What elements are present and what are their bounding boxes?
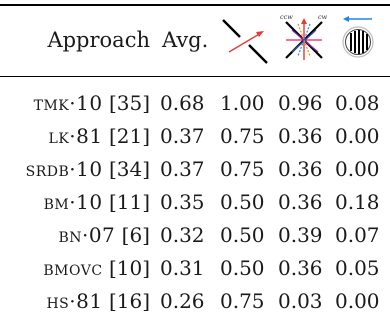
score-value: 0.00 (335, 289, 380, 313)
table-row: hs·81 [16] 0.26 0.75 0.03 0.00 (0, 289, 390, 322)
avg-value: 0.26 (160, 289, 205, 313)
header-rule (0, 76, 390, 78)
table-row: srdb·10 [34] 0.37 0.75 0.36 0.00 (0, 157, 390, 190)
table-row: bn·07 [6] 0.32 0.50 0.39 0.07 (0, 223, 390, 256)
score-value: 0.75 (220, 124, 265, 148)
ccw-label: ccw (280, 13, 293, 21)
score-value: 0.00 (335, 157, 380, 181)
score-value: 0.96 (278, 91, 323, 115)
method-name: hs·81 (46, 289, 103, 313)
table-row: tmk·10 [35] 0.68 1.00 0.96 0.08 (0, 91, 390, 124)
citation: [34] (108, 157, 150, 181)
score-value: 0.36 (278, 190, 323, 214)
score-value: 0.08 (335, 91, 380, 115)
avg-value: 0.68 (160, 91, 205, 115)
table-row: lk·81 [21] 0.37 0.75 0.36 0.00 (0, 124, 390, 157)
citation: [6] (121, 223, 150, 247)
citation: [21] (108, 124, 150, 148)
method-name: lk·81 (48, 124, 103, 148)
cw-label: cw (318, 13, 328, 21)
avg-header: Avg. (162, 28, 209, 52)
table-row: bmovc [10] 0.31 0.50 0.36 0.05 (0, 256, 390, 289)
avg-value: 0.31 (160, 256, 205, 280)
avg-value: 0.37 (160, 124, 205, 148)
citation: [35] (108, 91, 150, 115)
method-name: srdb·10 (25, 157, 103, 181)
citation: [10] (108, 256, 150, 280)
score-value: 0.39 (278, 223, 323, 247)
score-value: 0.05 (335, 256, 380, 280)
score-value: 0.75 (220, 289, 265, 313)
approach-name: hs·81 [16] (0, 289, 150, 313)
score-value: 0.36 (278, 124, 323, 148)
score-value: 0.00 (335, 124, 380, 148)
avg-value: 0.32 (160, 223, 205, 247)
approach-name: bmovc [10] (0, 256, 150, 280)
avg-value: 0.35 (160, 190, 205, 214)
approach-name: srdb·10 [34] (0, 157, 150, 181)
approach-header: Approach (47, 28, 150, 52)
score-value: 0.18 (335, 190, 380, 214)
approach-name: lk·81 [21] (0, 124, 150, 148)
approach-name: bn·07 [6] (0, 223, 150, 247)
avg-value: 0.37 (160, 157, 205, 181)
method-name: bmovc (43, 256, 103, 280)
score-value: 0.36 (278, 157, 323, 181)
method-name: tmk·10 (33, 91, 103, 115)
table-row: bm·10 [11] 0.35 0.50 0.36 0.18 (0, 190, 390, 223)
striped-circle-icon (342, 16, 374, 58)
method-name: bn·07 (58, 223, 116, 247)
approach-name: bm·10 [11] (0, 190, 150, 214)
score-value: 0.50 (220, 256, 265, 280)
score-value: 0.50 (220, 223, 265, 247)
score-value: 0.50 (220, 190, 265, 214)
score-value: 0.07 (335, 223, 380, 247)
citation: [11] (108, 190, 150, 214)
score-value: 0.75 (220, 157, 265, 181)
crossing-lines-red-arrow-icon (222, 19, 268, 64)
top-rule (0, 4, 390, 6)
score-value: 0.36 (278, 256, 323, 280)
citation: [16] (108, 289, 150, 313)
star-cw-ccw-icon: ccw cw (280, 13, 328, 60)
approach-name: tmk·10 [35] (0, 91, 150, 115)
score-value: 1.00 (220, 91, 265, 115)
method-name: bm·10 (43, 190, 103, 214)
score-value: 0.03 (278, 289, 323, 313)
